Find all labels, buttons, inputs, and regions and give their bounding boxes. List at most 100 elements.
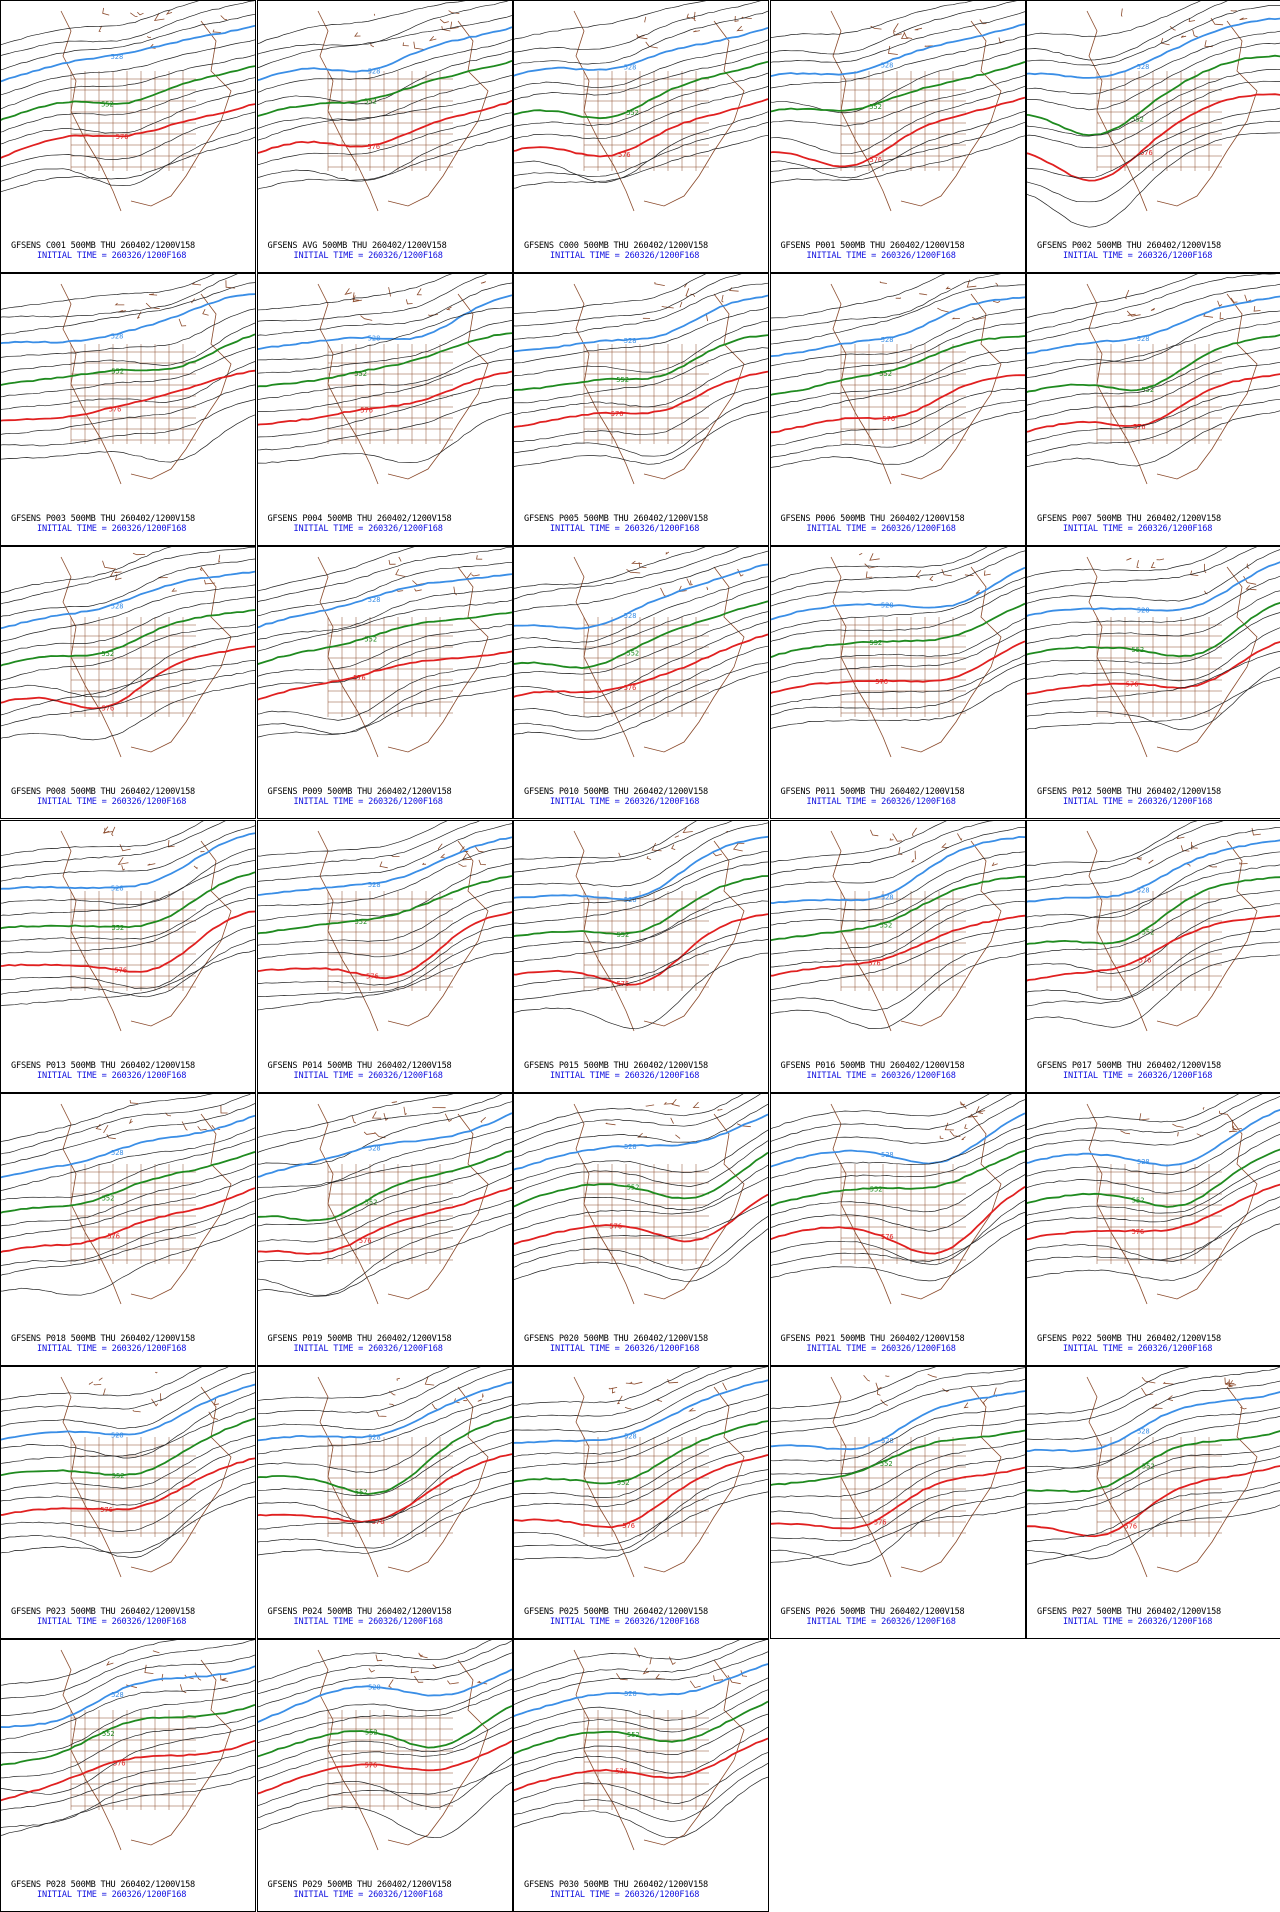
coastline-layer bbox=[1086, 557, 1258, 758]
contour-label-576: 576 bbox=[617, 980, 630, 988]
contour-528 bbox=[514, 1663, 768, 1718]
contour-label-528: 528 bbox=[624, 63, 637, 71]
contour-label-576: 576 bbox=[360, 407, 373, 415]
map-panel-p019: 528 552 576 GFSENS P019 500MB THU 260402/12… bbox=[256, 1092, 513, 1366]
height-contour-map: 528 552 576 bbox=[770, 1, 1025, 212]
map-panel-c001: 528 552 576 GFSENS C001 500MB THU 260402/12… bbox=[0, 0, 256, 273]
coastline-layer bbox=[573, 552, 745, 758]
contour-528 bbox=[257, 573, 512, 629]
height-contour-map: 528 552 576 bbox=[1, 820, 255, 1031]
contour-528 bbox=[1, 293, 255, 345]
map-panel-p014: 528 552 576 GFSENS P014 500MB THU 260402/12… bbox=[256, 819, 513, 1093]
contour-label-552: 552 bbox=[627, 1183, 640, 1191]
contour-label-552: 552 bbox=[102, 1730, 115, 1738]
contour-label-576: 576 bbox=[615, 1768, 628, 1776]
initial-time-label: INITIAL TIME = 260326/1200F168 bbox=[1063, 524, 1213, 535]
coastline-layer bbox=[573, 282, 745, 485]
height-contour-map: 528 552 576 bbox=[1, 1093, 255, 1304]
height-contour-map: 528 552 576 bbox=[257, 1093, 512, 1304]
map-panel-p004: 528 552 576 GFSENS P004 500MB THU 260402/12… bbox=[256, 273, 513, 547]
contour-576 bbox=[257, 650, 512, 701]
contour-label-552: 552 bbox=[101, 101, 114, 109]
contour-552 bbox=[1027, 54, 1280, 137]
contour-576 bbox=[770, 96, 1025, 168]
panel-title: GFSENS P027 500MB THU 260402/1200V158 bbox=[1037, 1607, 1222, 1617]
contour-528 bbox=[514, 26, 768, 77]
panel-title: GFSENS P019 500MB THU 260402/1200V158 bbox=[267, 1333, 452, 1344]
contour-label-576: 576 bbox=[364, 1762, 377, 1770]
initial-time-label: INITIAL TIME = 260326/1200F168 bbox=[37, 524, 187, 535]
contour-528 bbox=[514, 563, 768, 630]
initial-time-label: INITIAL TIME = 260326/1200F168 bbox=[550, 524, 700, 535]
contour-label-576: 576 bbox=[875, 678, 888, 686]
contour-label-552: 552 bbox=[869, 1185, 882, 1193]
initial-time-label: INITIAL TIME = 260326/1200F168 bbox=[550, 797, 700, 808]
initial-time-label: INITIAL TIME = 260326/1200F168 bbox=[550, 251, 700, 261]
contour-552 bbox=[1027, 602, 1280, 658]
contour-552 bbox=[1, 1417, 255, 1477]
contour-label-552: 552 bbox=[354, 917, 367, 925]
coastline-layer bbox=[830, 10, 1005, 212]
initial-time-label: INITIAL TIME = 260326/1200F168 bbox=[37, 1617, 187, 1627]
contour-528 bbox=[770, 23, 1025, 77]
height-contour-map: 528 552 576 bbox=[1, 1640, 255, 1851]
coastline-layer bbox=[60, 553, 232, 758]
height-contour-map: 528 552 576 bbox=[1, 1, 255, 212]
contour-label-552: 552 bbox=[1132, 1196, 1145, 1204]
contour-label-552: 552 bbox=[879, 1460, 892, 1468]
contour-528 bbox=[1027, 839, 1280, 903]
contour-576 bbox=[1027, 914, 1280, 982]
contour-576 bbox=[1027, 373, 1280, 433]
height-contour-map: 528 552 576 bbox=[1027, 820, 1280, 1031]
coastline-layer bbox=[1086, 1103, 1258, 1304]
map-panel-p009: 528 552 576 GFSENS P009 500MB THU 260402/12… bbox=[256, 546, 513, 820]
contour-576 bbox=[1, 1740, 255, 1802]
contour-528 bbox=[770, 1112, 1025, 1168]
coastline-layer bbox=[830, 827, 1001, 1031]
height-contour-map: 528 552 576 bbox=[514, 1367, 768, 1578]
contour-label-528: 528 bbox=[111, 1432, 124, 1440]
contour-label-576: 576 bbox=[116, 133, 129, 141]
contour-label-552: 552 bbox=[626, 109, 639, 117]
contour-label-552: 552 bbox=[111, 368, 124, 376]
contour-576 bbox=[257, 910, 512, 979]
contour-552 bbox=[257, 874, 512, 934]
contour-576 bbox=[514, 912, 768, 986]
contour-label-576: 576 bbox=[1126, 681, 1139, 689]
map-panel-p015: 528 552 576 GFSENS P015 500MB THU 260402/12… bbox=[513, 819, 769, 1093]
contour-label-528: 528 bbox=[624, 337, 637, 345]
initial-time-label: INITIAL TIME = 260326/1200F168 bbox=[806, 1070, 956, 1081]
panel-title: GFSENS P013 500MB THU 260402/1200V158 bbox=[11, 1060, 196, 1071]
contour-label-552: 552 bbox=[364, 98, 377, 106]
height-contour-map: 528 552 576 bbox=[257, 820, 512, 1031]
panel-title: GFSENS P012 500MB THU 260402/1200V158 bbox=[1037, 787, 1222, 798]
height-contour-map: 528 552 576 bbox=[514, 1, 768, 212]
map-panel-p006: 528 552 576 GFSENS P006 500MB THU 260402/12… bbox=[769, 273, 1026, 547]
contour-label-576: 576 bbox=[113, 1760, 126, 1768]
contour-552 bbox=[770, 335, 1025, 396]
contour-576 bbox=[1027, 641, 1280, 696]
contour-label-576: 576 bbox=[371, 1518, 384, 1526]
contour-label-576: 576 bbox=[622, 1522, 635, 1530]
contour-528 bbox=[1027, 561, 1280, 618]
height-contour-map: 528 552 576 bbox=[514, 274, 768, 485]
contour-label-576: 576 bbox=[1140, 149, 1153, 157]
contour-label-528: 528 bbox=[111, 1691, 124, 1699]
contour-label-552: 552 bbox=[365, 1729, 378, 1737]
contour-576 bbox=[1, 645, 255, 710]
contour-552 bbox=[257, 1705, 512, 1758]
coastline-layer bbox=[60, 825, 232, 1031]
height-contour-map: 528 552 576 bbox=[770, 547, 1025, 758]
contour-label-552: 552 bbox=[879, 921, 892, 929]
map-panel-p002: 528 552 576 GFSENS P002 500MB THU 260402/12… bbox=[1026, 0, 1280, 273]
contour-528 bbox=[514, 294, 768, 353]
